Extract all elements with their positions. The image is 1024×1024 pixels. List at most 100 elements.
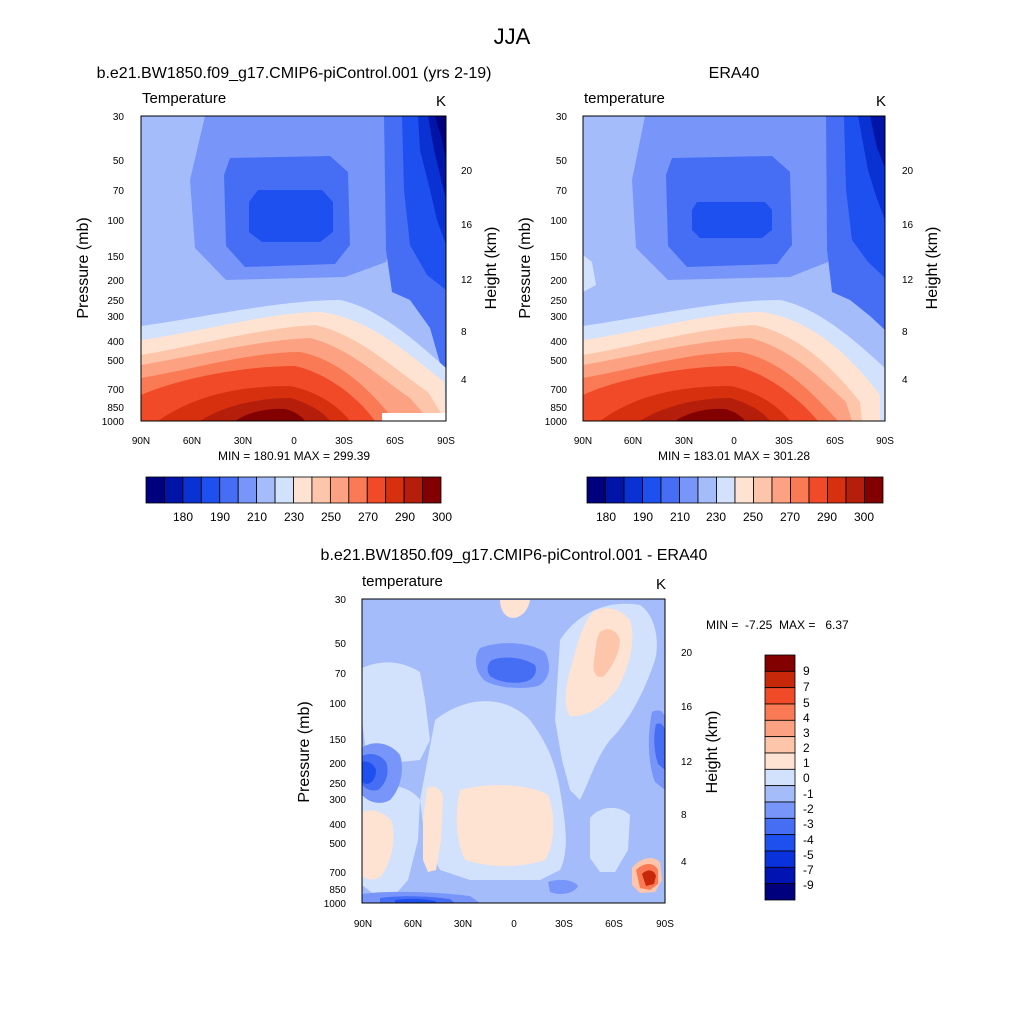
- diff-ytick: 1000: [324, 899, 347, 910]
- diff-title: b.e21.BW1850.f09_g17.CMIP6-piControl.001…: [321, 547, 708, 564]
- obs-x-ticks: 90N 60N 30N 0 30S 60S 90S: [574, 436, 894, 447]
- model-ytick: 1000: [102, 417, 125, 428]
- obs-ytick-right: 12: [902, 275, 914, 286]
- colorbar-swatch: [145, 476, 165, 504]
- obs-xtick: 90N: [574, 436, 592, 447]
- contour-region: [692, 202, 772, 238]
- diff-ytick-right: 20: [681, 648, 693, 659]
- diff-ytick: 300: [329, 795, 346, 806]
- colorbar-swatch: [764, 752, 796, 770]
- obs-ytick: 300: [550, 312, 567, 323]
- diff-colorbar-label: -9: [803, 878, 814, 892]
- contour-region: [642, 870, 656, 886]
- model-y-right-ticks: 20 16 12 8 4: [461, 166, 473, 386]
- colorbar-swatch: [764, 850, 796, 868]
- contour-region: [423, 786, 443, 872]
- contour-region: [487, 657, 536, 683]
- diff-ytick: 700: [329, 868, 346, 879]
- diff-ytick-right: 8: [681, 810, 687, 821]
- contour-region: [362, 810, 394, 880]
- colorbar-swatch: [790, 476, 810, 504]
- colorbar-swatch: [753, 476, 773, 504]
- diff-colorbar-labels: 9 7 5 4 3 2 1 0 -1 -2 -3 -4 -5 -7 -9: [803, 664, 814, 892]
- obs-xtick: 60S: [826, 436, 844, 447]
- colorbar-swatch: [403, 476, 423, 504]
- diff-xtick: 0: [511, 919, 517, 930]
- obs-ytick: 850: [550, 403, 567, 414]
- obs-xtick: 90S: [876, 436, 894, 447]
- diff-colorbar-label: 9: [803, 664, 810, 678]
- diff-ytick-right: 16: [681, 702, 693, 713]
- diff-colorbar-label: -5: [803, 848, 814, 862]
- colorbar-swatch: [660, 476, 680, 504]
- colorbar-swatch: [764, 785, 796, 803]
- model-units: K: [436, 93, 446, 110]
- diff-ytick: 400: [329, 820, 346, 831]
- diff-colorbar-label: 2: [803, 741, 810, 755]
- model-ytick: 300: [107, 312, 124, 323]
- model-title: b.e21.BW1850.f09_g17.CMIP6-piControl.001…: [97, 65, 492, 82]
- obs-colorbar-label: 290: [817, 510, 837, 524]
- obs-colorbar-labels: 180 190 210 230 250 270 290 300: [596, 510, 874, 524]
- colorbar-swatch: [329, 476, 350, 504]
- colorbar-swatch: [256, 476, 276, 504]
- contour-region: [654, 723, 665, 770]
- contour-region: [583, 255, 596, 292]
- obs-xtick: 0: [731, 436, 737, 447]
- obs-ytick: 70: [556, 186, 568, 197]
- diff-ytick: 850: [329, 885, 346, 896]
- colorbar-swatch: [764, 736, 796, 754]
- colorbar-swatch: [734, 476, 754, 504]
- obs-xtick: 30S: [775, 436, 793, 447]
- model-contour-field: [141, 116, 446, 421]
- obs-colorbar-label: 230: [706, 510, 726, 524]
- colorbar-swatch: [845, 476, 865, 504]
- contour-region: [870, 116, 885, 168]
- diff-xtick: 60S: [605, 919, 623, 930]
- model-colorbar: [145, 476, 442, 504]
- diff-min-max: MIN = -7.25 MAX = 6.37: [706, 618, 849, 632]
- diff-xtick: 30N: [454, 919, 472, 930]
- model-ytick-right: 12: [461, 275, 473, 286]
- model-xtick: 60S: [386, 436, 404, 447]
- diff-units: K: [656, 576, 666, 593]
- obs-ytick: 50: [556, 156, 568, 167]
- obs-colorbar-label: 190: [633, 510, 653, 524]
- figure-title: JJA: [494, 24, 531, 49]
- model-colorbar-labels: 180 190 210 230 250 270 290 300: [173, 510, 452, 524]
- colorbar-swatch: [366, 476, 387, 504]
- model-y-ticks: 30 50 70 100 150 200 250 300 400 500 700…: [102, 112, 125, 428]
- diff-ytick: 500: [329, 839, 346, 850]
- colorbar-swatch: [764, 883, 796, 901]
- diff-ytick: 50: [335, 639, 347, 650]
- colorbar-swatch: [164, 476, 184, 504]
- diff-colorbar-label: -3: [803, 817, 814, 831]
- model-colorbar-label: 270: [358, 510, 378, 524]
- diff-colorbar: [764, 654, 796, 901]
- obs-ytick: 200: [550, 276, 567, 287]
- colorbar-swatch: [764, 768, 796, 787]
- obs-ytick-right: 4: [902, 375, 908, 386]
- colorbar-swatch: [182, 476, 202, 504]
- diff-x-ticks: 90N 60N 30N 0 30S 60S 90S: [354, 919, 674, 930]
- model-ytick-right: 8: [461, 327, 467, 338]
- diff-ytick-right: 4: [681, 857, 687, 868]
- obs-colorbar-label: 250: [743, 510, 763, 524]
- colorbar-swatch: [605, 476, 625, 504]
- diff-ytick: 70: [335, 669, 347, 680]
- obs-ytick-right: 8: [902, 327, 908, 338]
- obs-colorbar-label: 180: [596, 510, 616, 524]
- obs-ytick: 30: [556, 112, 568, 123]
- colorbar-swatch: [348, 476, 368, 504]
- diff-colorbar-label: -7: [803, 863, 814, 877]
- model-ytick: 250: [107, 296, 124, 307]
- obs-ytick: 700: [550, 385, 567, 396]
- diff-colorbar-label: -4: [803, 833, 814, 847]
- model-colorbar-label: 300: [432, 510, 452, 524]
- obs-colorbar-label: 270: [780, 510, 800, 524]
- model-ytick: 500: [107, 356, 124, 367]
- colorbar-swatch: [716, 476, 736, 504]
- model-ytick: 150: [107, 252, 124, 263]
- diff-ylabel-right: Height (km): [704, 711, 721, 794]
